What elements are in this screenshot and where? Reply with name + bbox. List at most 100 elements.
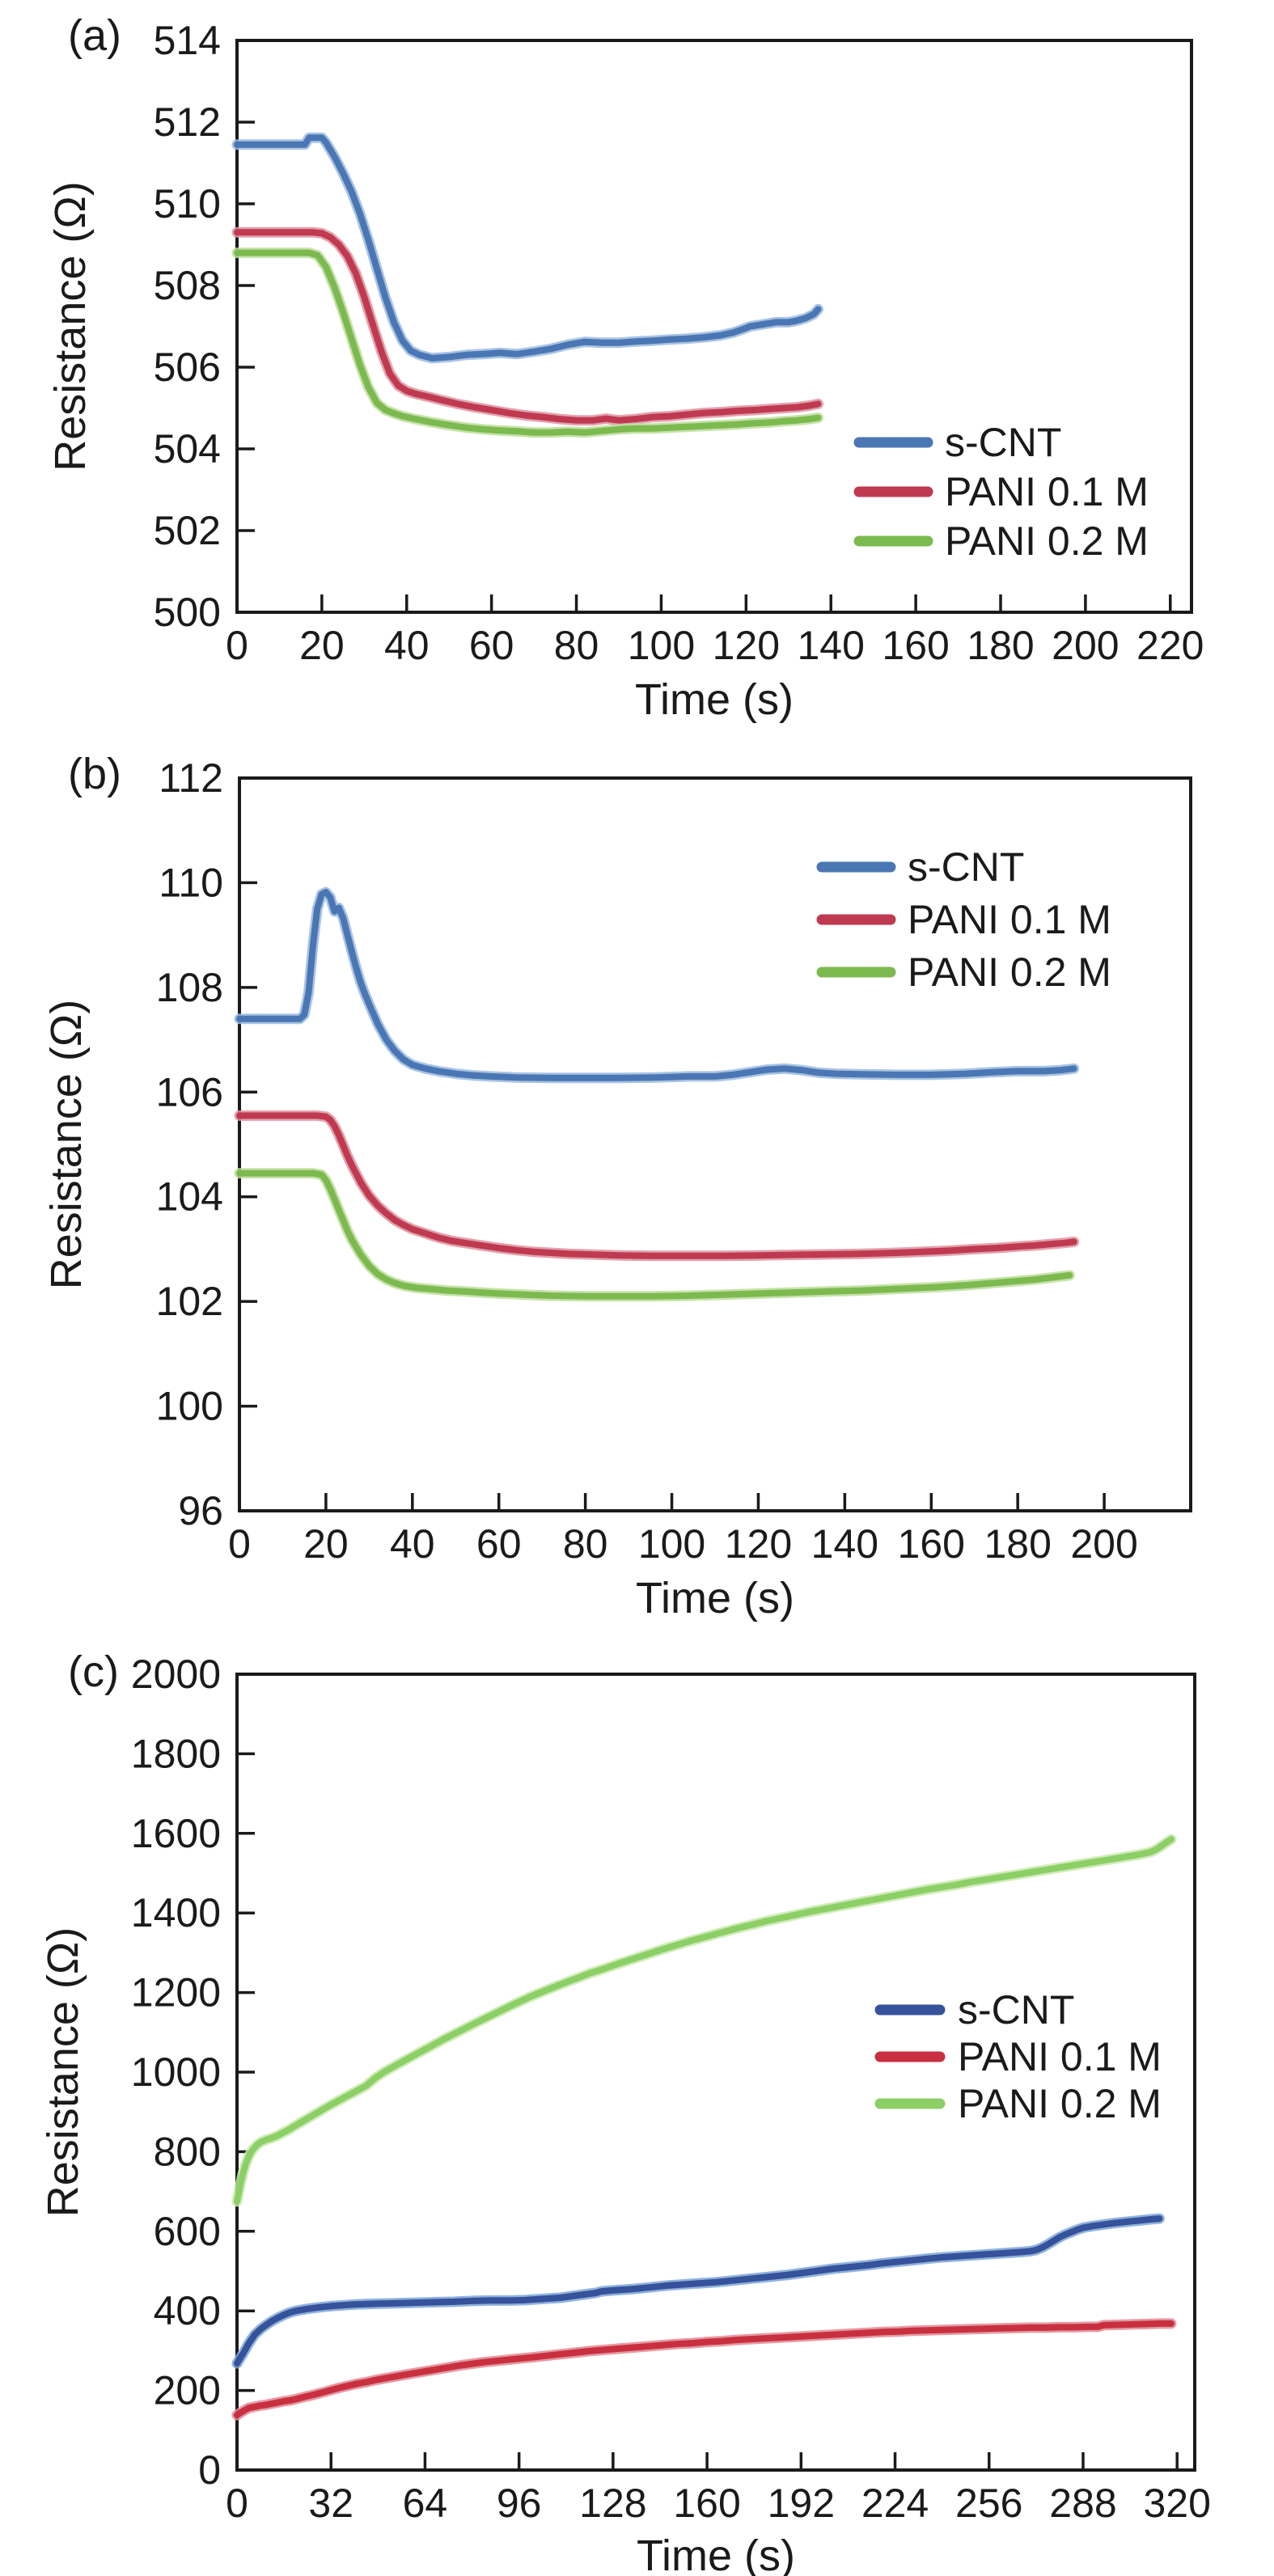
- y-tick-label: 2000: [131, 1652, 221, 1697]
- y-tick-label: 110: [159, 860, 223, 905]
- y-tick-label: 96: [178, 1488, 223, 1533]
- legend-label: PANI 0.1 M: [958, 2034, 1162, 2079]
- y-tick-label: 508: [154, 263, 221, 308]
- y-axis-title: Resistance (Ω): [39, 1927, 87, 2217]
- legend-label: s-CNT: [908, 844, 1024, 890]
- legend-item: PANI 0.1 M: [853, 469, 1149, 514]
- y-tick-label: 200: [154, 2368, 221, 2413]
- x-tick-label: 64: [403, 2481, 448, 2526]
- x-tick-label: 120: [725, 1521, 792, 1567]
- series-line-pani-0-1-m: [236, 1112, 1077, 1259]
- x-tick-label: 0: [226, 623, 248, 668]
- x-tick-label: 160: [898, 1521, 965, 1567]
- x-axis-title: Time (s): [636, 1574, 794, 1622]
- x-tick-label: 40: [390, 1521, 435, 1567]
- panel-label: (b): [68, 750, 121, 798]
- legend-label: PANI 0.1 M: [945, 469, 1149, 514]
- legend-item: s-CNT: [853, 420, 1061, 465]
- y-tick-label: 514: [154, 18, 221, 63]
- x-tick-label: 120: [713, 623, 780, 668]
- series-line-pani-0-2-m: [234, 249, 822, 436]
- legend-item: PANI 0.1 M: [874, 2034, 1162, 2079]
- legend-item: PANI 0.2 M: [874, 2081, 1162, 2126]
- legend-label: s-CNT: [958, 1987, 1074, 2032]
- y-tick-label: 108: [156, 965, 223, 1010]
- y-tick-label: 1800: [131, 1731, 221, 1776]
- y-tick-label: 506: [154, 345, 221, 390]
- y-tick-label: 102: [156, 1279, 223, 1324]
- legend-item: PANI 0.1 M: [816, 897, 1111, 942]
- x-tick-label: 96: [497, 2481, 542, 2526]
- x-tick-label: 192: [768, 2481, 835, 2526]
- x-tick-label: 60: [476, 1521, 522, 1567]
- x-tick-label: 80: [554, 623, 599, 668]
- x-tick-label: 288: [1049, 2481, 1116, 2526]
- y-tick-label: 0: [198, 2447, 221, 2493]
- series-line-s-cnt: [234, 134, 822, 362]
- y-tick-label: 502: [154, 508, 221, 553]
- y-tick-label: 104: [156, 1174, 223, 1220]
- y-tick-label: 1600: [131, 1811, 221, 1856]
- series-halo-s-cnt: [231, 132, 823, 364]
- axes-frame: [235, 39, 1193, 614]
- x-tick-label: 100: [638, 1521, 705, 1567]
- y-tick-label: 512: [154, 99, 221, 145]
- x-tick-label: 320: [1143, 2481, 1210, 2526]
- x-axis-title: Time (s): [635, 675, 794, 724]
- series-line-pani-0-2-m: [236, 1170, 1073, 1300]
- x-tick-label: 160: [673, 2481, 740, 2526]
- x-tick-label: 200: [1070, 1521, 1137, 1567]
- legend-item: PANI 0.2 M: [816, 950, 1111, 995]
- panel-label: (a): [68, 11, 121, 60]
- legend-label: PANI 0.2 M: [908, 950, 1111, 995]
- x-tick-label: 60: [469, 623, 514, 668]
- x-tick-label: 224: [861, 2481, 929, 2526]
- x-tick-label: 180: [984, 1521, 1051, 1567]
- x-tick-label: 256: [955, 2481, 1022, 2526]
- series-line-pani-0-2-m: [234, 1836, 1175, 2205]
- x-tick-label: 20: [303, 1521, 349, 1567]
- x-tick-label: 180: [967, 623, 1034, 668]
- x-tick-label: 20: [299, 623, 345, 668]
- y-tick-label: 500: [154, 590, 221, 635]
- series-halo-pani-0-2-m: [231, 247, 823, 438]
- y-tick-label: 800: [154, 2129, 221, 2174]
- legend-label: PANI 0.2 M: [945, 518, 1149, 564]
- y-axis-title: Resistance (Ω): [42, 1000, 91, 1289]
- x-tick-label: 100: [628, 623, 695, 668]
- series-halo-pani-0-1-m: [231, 2318, 1177, 2421]
- y-tick-label: 600: [154, 2209, 221, 2254]
- series-line-s-cnt: [236, 889, 1077, 1081]
- y-tick-label: 1400: [131, 1890, 221, 1935]
- x-tick-label: 220: [1136, 623, 1204, 668]
- y-tick-label: 510: [154, 181, 221, 226]
- legend: s-CNT PANI 0.1 M PANI 0.2 M: [816, 844, 1111, 995]
- series-line-s-cnt: [234, 2215, 1163, 2367]
- x-axis-title: Time (s): [637, 2532, 795, 2576]
- y-axis-title: Resistance (Ω): [46, 181, 95, 471]
- x-tick-label: 200: [1052, 623, 1119, 668]
- legend-label: s-CNT: [945, 420, 1061, 465]
- x-tick-label: 80: [563, 1521, 608, 1567]
- x-tick-label: 140: [798, 623, 865, 668]
- x-tick-label: 140: [811, 1521, 878, 1567]
- legend-item: s-CNT: [816, 844, 1024, 890]
- x-tick-label: 160: [882, 623, 949, 668]
- legend-item: PANI 0.2 M: [853, 518, 1149, 564]
- panel-label: (c): [68, 1648, 119, 1696]
- x-tick-label: 0: [226, 2481, 248, 2526]
- x-tick-label: 32: [308, 2481, 353, 2526]
- legend-label: PANI 0.1 M: [908, 897, 1111, 942]
- x-tick-label: 0: [228, 1521, 251, 1567]
- y-tick-label: 1000: [131, 2049, 221, 2095]
- y-tick-label: 112: [159, 755, 223, 801]
- y-tick-label: 100: [156, 1384, 223, 1429]
- axes-frame: [238, 776, 1192, 1512]
- series-line-pani-0-1-m: [234, 229, 822, 424]
- legend-label: PANI 0.2 M: [958, 2081, 1162, 2126]
